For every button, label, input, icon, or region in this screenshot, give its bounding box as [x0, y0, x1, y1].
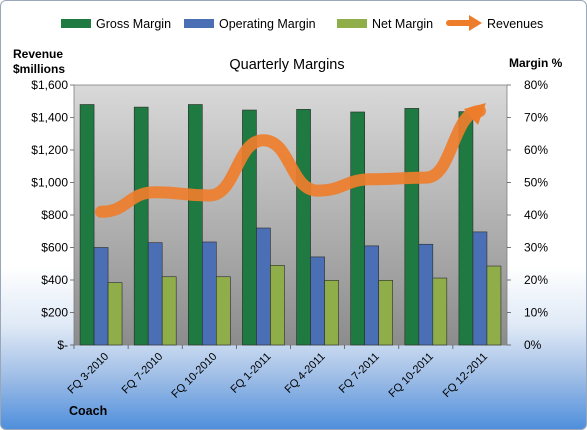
bar-net-margin-5 [324, 280, 339, 346]
y-left-tick-label: $- [57, 338, 68, 352]
bar-net-margin-6 [378, 280, 393, 346]
footer-label: Coach [69, 404, 107, 418]
x-tick-label-5: FQ 4-2011 [283, 351, 328, 396]
bar-gross-margin-8 [458, 111, 474, 346]
y-right-tick-label: 80% [524, 78, 548, 92]
bar-net-margin-3 [216, 276, 231, 346]
x-tick-label-1: FQ 3-2010 [66, 351, 112, 397]
y-right-tick-label: 10% [524, 306, 548, 320]
y-right-tick-label: 30% [524, 241, 548, 255]
y-right-tick-label: 20% [524, 273, 548, 287]
legend-arrow-head [469, 15, 482, 31]
y-left-tick-label: $1,200 [31, 143, 68, 157]
bar-net-margin-1 [107, 282, 123, 346]
bar-operating-margin-3 [202, 241, 217, 346]
y-right-tick-label: 0% [524, 338, 542, 352]
bar-gross-margin-4 [242, 109, 257, 346]
legend-label-operating-margin: Operating Margin [219, 17, 316, 31]
bar-operating-margin-1 [93, 247, 109, 346]
bar-net-margin-7 [432, 277, 448, 346]
y-right-tick-label: 60% [524, 143, 548, 157]
legend-swatch-operating-margin [184, 19, 214, 28]
x-tick-label-3: FQ 10-2010 [169, 351, 219, 401]
bar-gross-margin-7 [404, 108, 420, 346]
y-left-tick-label: $200 [41, 306, 68, 320]
y-left-tick-label: $1,000 [31, 176, 68, 190]
bar-operating-margin-2 [147, 242, 163, 346]
bar-gross-margin-6 [350, 111, 365, 346]
bar-operating-margin-6 [364, 245, 379, 346]
bar-operating-margin-7 [418, 243, 434, 346]
bar-net-margin-2 [161, 276, 177, 346]
y-left-tick-label: $400 [41, 273, 68, 287]
bar-gross-margin-2 [133, 106, 149, 346]
left-axis-label-line2: $millions [13, 62, 65, 76]
y-left-tick-label: $600 [41, 241, 68, 255]
line-revenues [95, 105, 486, 218]
bar-operating-margin-4 [256, 227, 271, 346]
left-axis-label-line1: Revenue [13, 47, 63, 61]
legend-swatch-net-margin [337, 19, 367, 28]
legend: Gross Margin Operating Margin Net Margin… [61, 15, 543, 31]
x-tick-label-6: FQ 7-2011 [337, 351, 382, 396]
x-tick-label-4: FQ 1-2011 [228, 351, 273, 396]
bar-net-margin-8 [486, 265, 502, 346]
legend-swatch-gross-margin [61, 19, 91, 28]
y-left-tick-label: $1,600 [31, 78, 68, 92]
y-right-tick-label: 40% [524, 208, 548, 222]
bar-net-margin-4 [270, 265, 285, 346]
legend-label-gross-margin: Gross Margin [96, 17, 171, 31]
x-tick-label-7: FQ 10-2011 [387, 351, 436, 400]
legend-label-revenues: Revenues [487, 17, 543, 31]
bar-gross-margin-3 [188, 104, 203, 346]
y-right-tick-label: 70% [524, 111, 548, 125]
y-left-tick-label: $1,400 [31, 111, 68, 125]
legend-label-net-margin: Net Margin [372, 17, 433, 31]
bar-operating-margin-5 [310, 256, 325, 346]
x-tick-label-8: FQ 12-2011 [441, 351, 490, 400]
x-tick-label-2: FQ 7-2010 [120, 351, 166, 397]
line-revenues-arrowhead [463, 103, 486, 125]
y-left-tick-label: $800 [41, 208, 68, 222]
y-right-tick-label: 50% [524, 176, 548, 190]
bar-gross-margin-1 [79, 104, 95, 346]
bar-gross-margin-5 [296, 109, 311, 346]
bar-operating-margin-8 [472, 231, 488, 346]
right-axis-label: Margin % [509, 56, 563, 70]
chart-title: Quarterly Margins [229, 57, 344, 73]
